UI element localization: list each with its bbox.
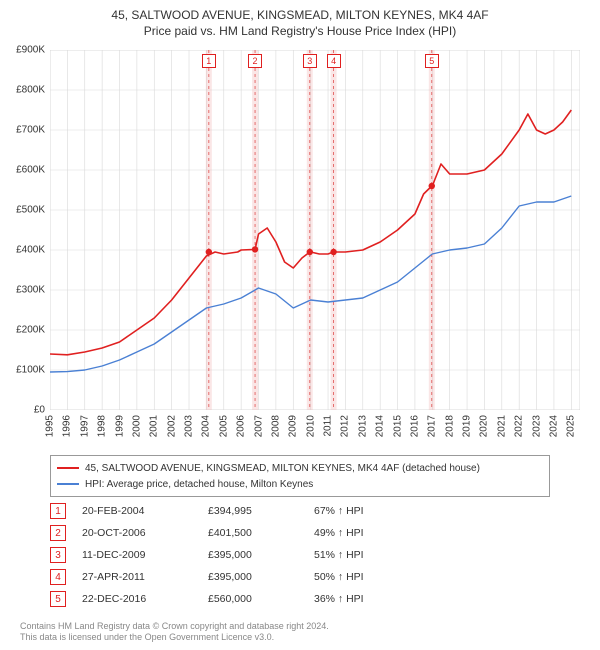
tx-marker-1: 1 <box>202 54 216 68</box>
tx-date: 11-DEC-2009 <box>82 549 192 561</box>
ytick-label: £300K <box>0 285 45 296</box>
tx-row: 3 11-DEC-2009 £395,000 51% ↑ HPI <box>50 544 550 566</box>
tx-num-box: 1 <box>50 503 66 519</box>
xtick-label: 1999 <box>114 415 125 437</box>
tx-price: £560,000 <box>208 593 298 605</box>
xtick-label: 2020 <box>479 415 490 437</box>
xtick-label: 2018 <box>444 415 455 437</box>
xtick-label: 1995 <box>45 415 56 437</box>
chart-title-block: 45, SALTWOOD AVENUE, KINGSMEAD, MILTON K… <box>0 0 600 38</box>
transactions-table: 1 20-FEB-2004 £394,995 67% ↑ HPI 2 20-OCT-200… <box>50 500 550 610</box>
xtick-label: 2006 <box>236 415 247 437</box>
tx-row: 5 22-DEC-2016 £560,000 36% ↑ HPI <box>50 588 550 610</box>
tx-hpi: 51% ↑ HPI <box>314 549 414 561</box>
legend-label: 45, SALTWOOD AVENUE, KINGSMEAD, MILTON K… <box>85 463 480 474</box>
footer-line1: Contains HM Land Registry data © Crown c… <box>20 621 329 633</box>
tx-marker-5: 5 <box>425 54 439 68</box>
xtick-label: 2003 <box>184 415 195 437</box>
xtick-label: 2007 <box>253 415 264 437</box>
ytick-label: £500K <box>0 205 45 216</box>
xtick-label: 2004 <box>201 415 212 437</box>
xtick-label: 2014 <box>375 415 386 437</box>
tx-price: £395,000 <box>208 549 298 561</box>
tx-marker-4: 4 <box>327 54 341 68</box>
xtick-label: 2015 <box>392 415 403 437</box>
legend: 45, SALTWOOD AVENUE, KINGSMEAD, MILTON K… <box>50 455 550 497</box>
tx-row: 4 27-APR-2011 £395,000 50% ↑ HPI <box>50 566 550 588</box>
xtick-label: 2002 <box>166 415 177 437</box>
xtick-label: 1997 <box>79 415 90 437</box>
tx-num-box: 3 <box>50 547 66 563</box>
tx-date: 27-APR-2011 <box>82 571 192 583</box>
tx-num-box: 2 <box>50 525 66 541</box>
xtick-label: 2012 <box>340 415 351 437</box>
xtick-label: 1996 <box>62 415 73 437</box>
xtick-label: 2010 <box>305 415 316 437</box>
footer: Contains HM Land Registry data © Crown c… <box>20 621 329 644</box>
tx-price: £401,500 <box>208 527 298 539</box>
ytick-label: £700K <box>0 125 45 136</box>
xtick-label: 2000 <box>131 415 142 437</box>
tx-row: 1 20-FEB-2004 £394,995 67% ↑ HPI <box>50 500 550 522</box>
tx-num-box: 4 <box>50 569 66 585</box>
tx-date: 22-DEC-2016 <box>82 593 192 605</box>
xtick-label: 2022 <box>514 415 525 437</box>
chart-title-line1: 45, SALTWOOD AVENUE, KINGSMEAD, MILTON K… <box>0 8 600 22</box>
ytick-label: £600K <box>0 165 45 176</box>
ytick-label: £100K <box>0 365 45 376</box>
tx-hpi: 67% ↑ HPI <box>314 505 414 517</box>
xtick-label: 2011 <box>323 415 334 437</box>
ytick-label: £400K <box>0 245 45 256</box>
xtick-label: 2023 <box>531 415 542 437</box>
xtick-label: 2008 <box>270 415 281 437</box>
tx-price: £395,000 <box>208 571 298 583</box>
tx-marker-3: 3 <box>303 54 317 68</box>
xtick-label: 1998 <box>97 415 108 437</box>
chart-title-line2: Price paid vs. HM Land Registry's House … <box>0 24 600 38</box>
legend-item-hpi: HPI: Average price, detached house, Milt… <box>57 476 543 492</box>
chart-svg <box>50 50 580 410</box>
ytick-label: £200K <box>0 325 45 336</box>
xtick-label: 2013 <box>357 415 368 437</box>
xtick-label: 2017 <box>427 415 438 437</box>
xtick-label: 2024 <box>548 415 559 437</box>
xtick-label: 2009 <box>288 415 299 437</box>
xtick-label: 2016 <box>409 415 420 437</box>
tx-marker-2: 2 <box>248 54 262 68</box>
ytick-label: £900K <box>0 45 45 56</box>
xtick-label: 2005 <box>218 415 229 437</box>
tx-hpi: 49% ↑ HPI <box>314 527 414 539</box>
tx-hpi: 36% ↑ HPI <box>314 593 414 605</box>
xtick-label: 2021 <box>496 415 507 437</box>
legend-item-property: 45, SALTWOOD AVENUE, KINGSMEAD, MILTON K… <box>57 460 543 476</box>
footer-line2: This data is licensed under the Open Gov… <box>20 632 329 644</box>
tx-hpi: 50% ↑ HPI <box>314 571 414 583</box>
chart-area: £0£100K£200K£300K£400K£500K£600K£700K£80… <box>50 50 580 410</box>
tx-row: 2 20-OCT-2006 £401,500 49% ↑ HPI <box>50 522 550 544</box>
legend-swatch-icon <box>57 483 79 485</box>
legend-label: HPI: Average price, detached house, Milt… <box>85 479 313 490</box>
legend-swatch-icon <box>57 467 79 469</box>
xtick-label: 2025 <box>566 415 577 437</box>
ytick-label: £800K <box>0 85 45 96</box>
xtick-label: 2019 <box>462 415 473 437</box>
xtick-label: 2001 <box>149 415 160 437</box>
tx-date: 20-OCT-2006 <box>82 527 192 539</box>
tx-date: 20-FEB-2004 <box>82 505 192 517</box>
tx-price: £394,995 <box>208 505 298 517</box>
ytick-label: £0 <box>0 405 45 416</box>
tx-num-box: 5 <box>50 591 66 607</box>
